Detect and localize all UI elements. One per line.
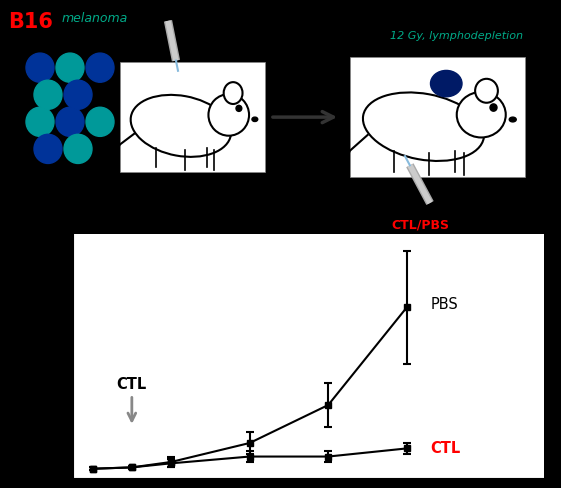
Ellipse shape <box>224 82 242 104</box>
Ellipse shape <box>252 117 257 122</box>
Circle shape <box>236 105 242 111</box>
Circle shape <box>26 53 54 82</box>
FancyBboxPatch shape <box>350 57 525 177</box>
Ellipse shape <box>509 117 516 122</box>
Circle shape <box>64 80 92 109</box>
Circle shape <box>56 107 84 136</box>
Circle shape <box>64 134 92 163</box>
Ellipse shape <box>131 95 231 157</box>
Text: 14 days: 14 days <box>215 81 265 94</box>
Ellipse shape <box>430 70 462 97</box>
Ellipse shape <box>209 94 249 136</box>
Text: CTL/PBS: CTL/PBS <box>391 219 449 232</box>
Text: 12 Gy, lymphodepletion: 12 Gy, lymphodepletion <box>390 31 523 41</box>
Text: PBS: PBS <box>430 297 458 312</box>
Circle shape <box>34 80 62 109</box>
Ellipse shape <box>475 79 498 103</box>
Text: B16: B16 <box>8 13 53 33</box>
Circle shape <box>490 104 497 111</box>
FancyBboxPatch shape <box>120 62 265 172</box>
Y-axis label: Tumor volume (mm³): Tumor volume (mm³) <box>17 279 32 433</box>
Circle shape <box>86 53 114 82</box>
Text: CTL: CTL <box>117 377 147 421</box>
Circle shape <box>86 107 114 136</box>
Ellipse shape <box>363 92 484 161</box>
Text: CTL: CTL <box>430 441 461 456</box>
Circle shape <box>56 53 84 82</box>
Ellipse shape <box>457 92 506 138</box>
Circle shape <box>34 134 62 163</box>
Text: melanoma: melanoma <box>62 13 128 25</box>
Circle shape <box>26 107 54 136</box>
